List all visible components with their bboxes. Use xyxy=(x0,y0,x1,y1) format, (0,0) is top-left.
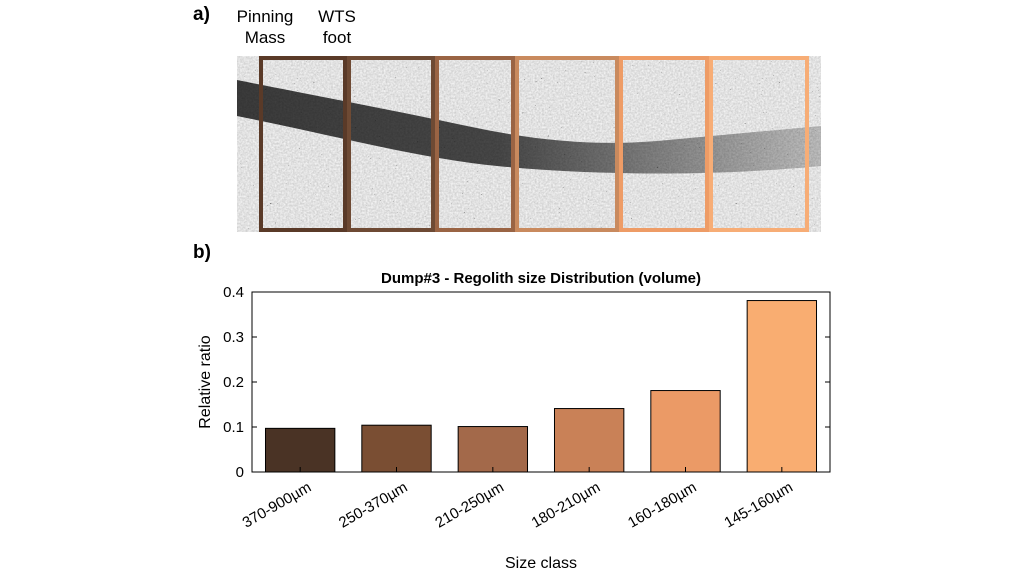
y-tick-label: 0.4 xyxy=(223,284,244,301)
bar xyxy=(361,424,432,473)
y-tick-label: 0 xyxy=(236,464,244,481)
size-class-frames xyxy=(259,56,809,232)
size-class-frame xyxy=(435,56,515,232)
x-axis-label: Size class xyxy=(505,555,577,572)
size-class-frame xyxy=(709,56,809,232)
size-class-frame xyxy=(347,56,435,232)
bar xyxy=(553,408,625,473)
y-tick-label: 0.2 xyxy=(223,374,244,391)
bar xyxy=(264,427,336,473)
x-tick-label: 145-160µm xyxy=(721,479,795,532)
chart-title: Dump#3 - Regolith size Distribution (vol… xyxy=(381,270,701,287)
panel-a-label: a) xyxy=(193,4,210,25)
x-tick-label: 160-180µm xyxy=(625,479,699,532)
regolith-image xyxy=(237,56,821,232)
y-tick-label: 0.1 xyxy=(223,419,244,436)
wts-foot-label: WTS foot xyxy=(318,7,356,47)
x-tick-label: 370-900µm xyxy=(240,479,314,532)
y-axis-label: Relative ratio xyxy=(197,335,214,428)
size-class-frame xyxy=(259,56,347,232)
size-class-frame xyxy=(619,56,709,232)
bar xyxy=(650,390,721,473)
pinning-mass-label: Pinning Mass xyxy=(236,7,294,47)
y-tick-label: 0.3 xyxy=(223,329,244,346)
panel-b-label: b) xyxy=(193,242,211,263)
bar xyxy=(746,300,818,473)
x-tick-label: 210-250µm xyxy=(432,479,506,532)
x-tick-label: 250-370µm xyxy=(336,479,410,532)
axes-box xyxy=(251,291,831,473)
x-tick-label: 180-210µm xyxy=(529,479,603,532)
bar-chart: Dump#3 - Regolith size Distribution (vol… xyxy=(197,270,831,572)
bar xyxy=(457,426,529,473)
size-class-frame xyxy=(515,56,619,232)
